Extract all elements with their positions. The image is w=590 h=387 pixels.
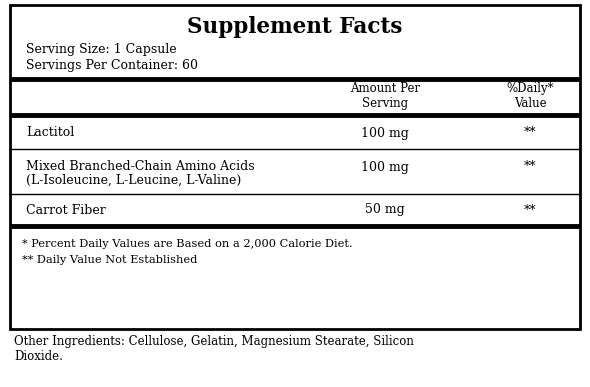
Text: Other Ingredients: Cellulose, Gelatin, Magnesium Stearate, Silicon: Other Ingredients: Cellulose, Gelatin, M…	[14, 334, 414, 348]
Text: %Daily*
Value: %Daily* Value	[506, 82, 554, 110]
Text: Amount Per
Serving: Amount Per Serving	[350, 82, 420, 110]
Text: **: **	[524, 161, 536, 173]
Text: Mixed Branched-Chain Amino Acids: Mixed Branched-Chain Amino Acids	[26, 159, 255, 173]
Text: Dioxide.: Dioxide.	[14, 351, 63, 363]
Text: Lactitol: Lactitol	[26, 127, 74, 139]
Text: Supplement Facts: Supplement Facts	[187, 16, 403, 38]
Text: Carrot Fiber: Carrot Fiber	[26, 204, 106, 216]
Text: Serving Size: 1 Capsule: Serving Size: 1 Capsule	[26, 43, 176, 55]
Text: **: **	[524, 204, 536, 216]
Text: 50 mg: 50 mg	[365, 204, 405, 216]
Text: ** Daily Value Not Established: ** Daily Value Not Established	[22, 255, 198, 265]
Text: 100 mg: 100 mg	[361, 161, 409, 173]
Text: 100 mg: 100 mg	[361, 127, 409, 139]
Text: Servings Per Container: 60: Servings Per Container: 60	[26, 58, 198, 72]
Text: * Percent Daily Values are Based on a 2,000 Calorie Diet.: * Percent Daily Values are Based on a 2,…	[22, 239, 353, 249]
Text: **: **	[524, 127, 536, 139]
Text: (L-Isoleucine, L-Leucine, L-Valine): (L-Isoleucine, L-Leucine, L-Valine)	[26, 173, 241, 187]
Bar	[10, 5, 580, 329]
